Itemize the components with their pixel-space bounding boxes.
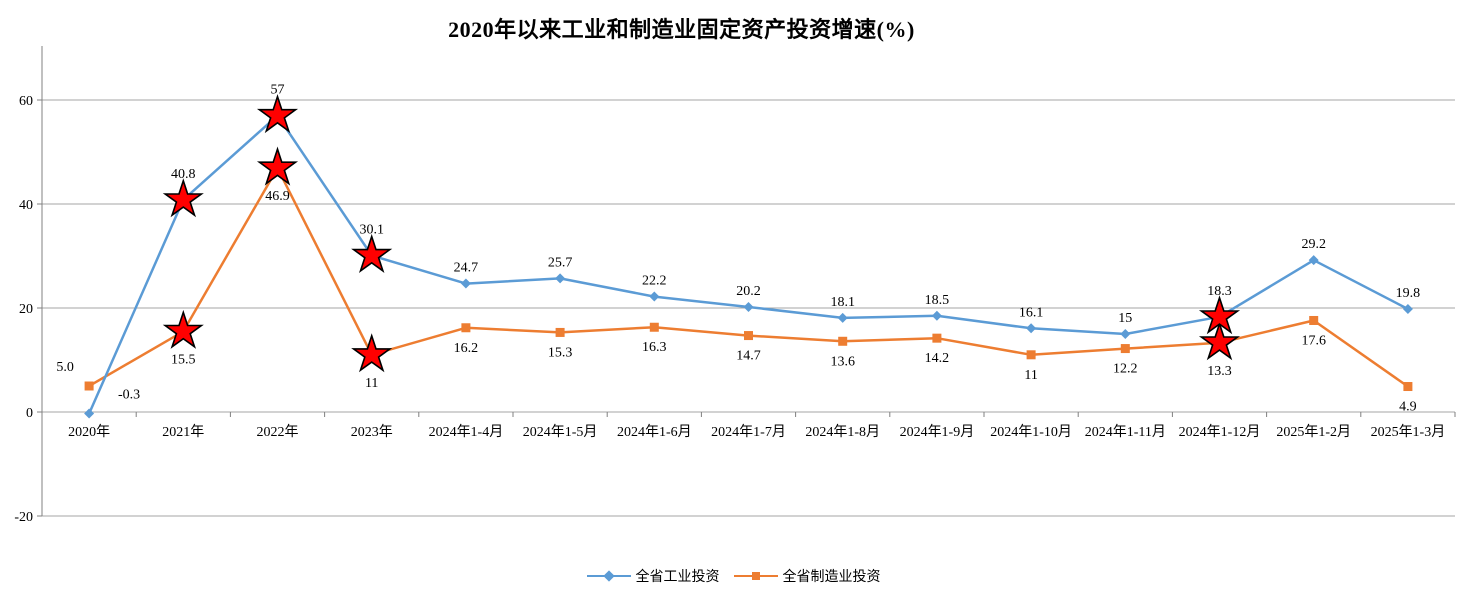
x-axis-label: 2024年1-4月 xyxy=(429,424,504,440)
data-point-marker xyxy=(837,312,848,323)
y-axis-label: 0 xyxy=(26,406,33,421)
data-point-marker xyxy=(1026,323,1037,334)
data-point-marker xyxy=(1309,315,1319,325)
star-annotation-icon xyxy=(256,146,299,186)
data-label: 11 xyxy=(1024,368,1037,383)
data-label: 25.7 xyxy=(548,255,573,270)
data-label: 15 xyxy=(1118,311,1132,326)
data-label: 16.3 xyxy=(642,340,667,355)
data-point-marker xyxy=(744,331,753,341)
y-axis-label: 40 xyxy=(19,198,33,213)
data-label: 22.2 xyxy=(642,274,667,289)
data-point-marker xyxy=(932,333,942,343)
legend-label-manufacturing: 全省制造业投资 xyxy=(782,570,881,585)
data-label: 19.8 xyxy=(1396,286,1421,301)
y-axis-label: -20 xyxy=(14,510,33,525)
x-axis-label: 2021年 xyxy=(162,424,204,440)
data-label: 46.9 xyxy=(265,189,290,204)
data-label: 15.5 xyxy=(171,352,196,367)
data-point-marker xyxy=(1120,329,1131,339)
star-annotation-icon xyxy=(1198,321,1241,361)
data-label: 18.1 xyxy=(830,295,855,310)
data-label: 5.0 xyxy=(56,360,74,375)
star-annotation-icon xyxy=(351,333,393,373)
data-label: 18.5 xyxy=(925,293,950,308)
data-label: 29.2 xyxy=(1301,237,1326,252)
data-point-marker xyxy=(461,323,471,333)
y-axis-label: 60 xyxy=(19,94,33,109)
chart-legend: 全省工业投资 全省制造业投资 xyxy=(0,566,1467,586)
diamond-marker-icon xyxy=(602,570,615,582)
y-axis-label: 20 xyxy=(19,302,33,317)
data-point-marker xyxy=(649,291,660,302)
chart-title: 2020年以来工业和制造业固定资产投资增速(%) xyxy=(448,17,915,42)
data-point-marker xyxy=(743,301,754,312)
data-label: 13.3 xyxy=(1207,364,1232,379)
legend-item-industrial[interactable]: 全省工业投资 xyxy=(586,566,720,586)
data-point-marker xyxy=(1120,344,1130,354)
data-label: 16.1 xyxy=(1019,305,1044,320)
x-axis-label: 2024年1-8月 xyxy=(805,424,880,440)
star-annotation-icon xyxy=(162,178,204,218)
star-annotation-icon xyxy=(1198,295,1241,335)
data-point-marker xyxy=(555,327,565,337)
legend-label-industrial: 全省工业投资 xyxy=(635,570,720,585)
star-annotation-icon xyxy=(162,309,204,349)
x-axis-label: 2024年1-12月 xyxy=(1179,424,1261,440)
data-label: 15.3 xyxy=(548,345,573,360)
data-label: 13.6 xyxy=(830,354,855,369)
data-point-marker xyxy=(1403,382,1413,392)
data-label: 24.7 xyxy=(454,261,479,276)
x-axis-label: 2025年1-2月 xyxy=(1276,424,1351,440)
data-label: 57 xyxy=(271,83,285,98)
data-point-marker xyxy=(931,310,942,321)
data-point-marker xyxy=(1026,350,1036,360)
data-label: 12.2 xyxy=(1113,362,1138,377)
star-annotation-icon xyxy=(256,94,299,134)
manufacturing-line-swatch-icon xyxy=(733,572,778,580)
data-label: 30.1 xyxy=(359,222,384,237)
data-label: 17.6 xyxy=(1301,333,1326,348)
data-point-marker xyxy=(84,381,94,391)
data-point-marker xyxy=(649,322,659,332)
x-axis-label: 2024年1-6月 xyxy=(617,424,692,440)
data-point-marker xyxy=(84,408,95,419)
data-point-marker xyxy=(460,278,471,289)
star-annotation-icon xyxy=(351,233,393,273)
x-axis-label: 2024年1-5月 xyxy=(523,424,598,440)
data-label: 14.2 xyxy=(925,351,950,366)
data-label: 20.2 xyxy=(736,284,761,299)
x-axis-label: 2023年 xyxy=(351,424,393,440)
x-axis-label: 2024年1-9月 xyxy=(900,424,975,440)
x-axis-label: 2024年1-7月 xyxy=(711,424,786,440)
data-label: 18.3 xyxy=(1207,284,1232,299)
data-label: 40.8 xyxy=(171,167,196,182)
data-point-marker xyxy=(555,273,566,284)
data-label: -0.3 xyxy=(118,388,140,403)
x-axis-label: 2025年1-3月 xyxy=(1371,424,1446,440)
square-marker-icon xyxy=(751,572,760,580)
data-label: 16.2 xyxy=(454,341,479,356)
x-axis-label: 2024年1-11月 xyxy=(1085,424,1166,440)
data-point-marker xyxy=(1308,255,1319,266)
x-axis-label: 2020年 xyxy=(68,424,110,440)
data-point-marker xyxy=(1402,304,1413,315)
legend-item-manufacturing[interactable]: 全省制造业投资 xyxy=(733,566,881,586)
x-axis-label: 2024年1-10月 xyxy=(990,424,1072,440)
x-axis-label: 2022年 xyxy=(257,424,299,440)
data-point-marker xyxy=(838,336,848,346)
chart-plot: -20 0 20 40 60 2020年 2021年 2022年 2023年 2024年1-4月 2… xyxy=(14,46,1456,525)
data-label: 11 xyxy=(365,376,378,391)
industrial-line-swatch-icon xyxy=(586,570,631,582)
data-label: 4.9 xyxy=(1399,400,1417,415)
data-label: 14.7 xyxy=(736,349,761,364)
